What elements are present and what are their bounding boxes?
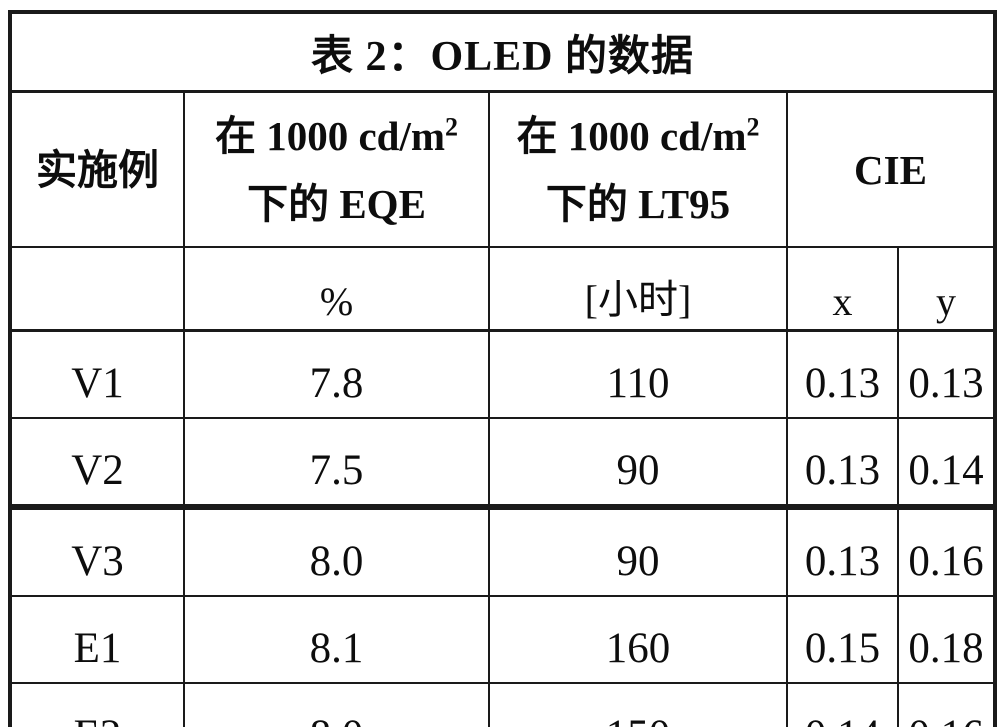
cell-eqe: 8.1 xyxy=(183,595,490,684)
table-header-row: 实施例 在 1000 cd/m2 下的 EQE 在 1000 cd/m2 下的 … xyxy=(9,90,996,248)
header-eqe: 在 1000 cd/m2 下的 EQE xyxy=(183,90,490,248)
header-lt95: 在 1000 cd/m2 下的 LT95 xyxy=(488,90,788,248)
units-cie-x: x xyxy=(786,246,899,332)
table-row: V2 7.5 90 0.13 0.14 xyxy=(9,417,996,510)
header-eqe-line2: 下的 EQE xyxy=(247,180,426,227)
cell-cie-y: 0.16 xyxy=(897,506,996,597)
table-title-row: 表 2：OLED 的数据 xyxy=(9,11,996,93)
header-lt95-line2: 下的 LT95 xyxy=(545,180,731,227)
cell-cie-x: 0.13 xyxy=(786,506,899,597)
table-row: V3 8.0 90 0.13 0.16 xyxy=(9,506,996,597)
cell-cie-x: 0.14 xyxy=(786,682,899,727)
cell-eqe: 7.5 xyxy=(183,417,490,510)
cell-cie-x: 0.13 xyxy=(786,417,899,510)
cell-lt95: 90 xyxy=(488,506,788,597)
cell-lt95: 90 xyxy=(488,417,788,510)
cell-lt95: 150 xyxy=(488,682,788,727)
oled-data-table: 表 2：OLED 的数据 实施例 在 1000 cd/m2 下的 EQE 在 1… xyxy=(8,10,997,727)
cell-lt95: 160 xyxy=(488,595,788,684)
units-lt95: [小时] xyxy=(488,246,788,332)
cell-cie-y: 0.16 xyxy=(897,682,996,727)
cell-cie-x: 0.13 xyxy=(786,329,899,419)
header-lt95-line1: 在 1000 cd/m xyxy=(516,112,747,159)
header-example: 实施例 xyxy=(9,90,185,248)
cell-eqe: 7.8 xyxy=(183,329,490,419)
header-lt95-superscript: 2 xyxy=(746,111,760,141)
header-eqe-superscript: 2 xyxy=(445,111,459,141)
cell-eqe: 8.0 xyxy=(183,506,490,597)
cell-cie-y: 0.18 xyxy=(897,595,996,684)
cell-example: E1 xyxy=(9,595,185,684)
table-units-row: % [小时] x y xyxy=(9,246,996,332)
cell-cie-x: 0.15 xyxy=(786,595,899,684)
units-eqe: % xyxy=(183,246,490,332)
header-cie: CIE xyxy=(786,90,996,248)
table-title: 表 2：OLED 的数据 xyxy=(9,11,996,93)
cell-cie-y: 0.14 xyxy=(897,417,996,510)
cell-eqe: 8.0 xyxy=(183,682,490,727)
cell-example: V3 xyxy=(9,506,185,597)
table-row: E2 8.0 150 0.14 0.16 xyxy=(9,682,996,727)
table-row: E1 8.1 160 0.15 0.18 xyxy=(9,595,996,684)
cell-example: E2 xyxy=(9,682,185,727)
cell-cie-y: 0.13 xyxy=(897,329,996,419)
cell-lt95: 110 xyxy=(488,329,788,419)
cell-example: V2 xyxy=(9,417,185,510)
table-row: V1 7.8 110 0.13 0.13 xyxy=(9,329,996,419)
cell-example: V1 xyxy=(9,329,185,419)
units-example-empty xyxy=(9,246,185,332)
units-cie-y: y xyxy=(897,246,996,332)
header-eqe-line1: 在 1000 cd/m xyxy=(214,112,446,159)
